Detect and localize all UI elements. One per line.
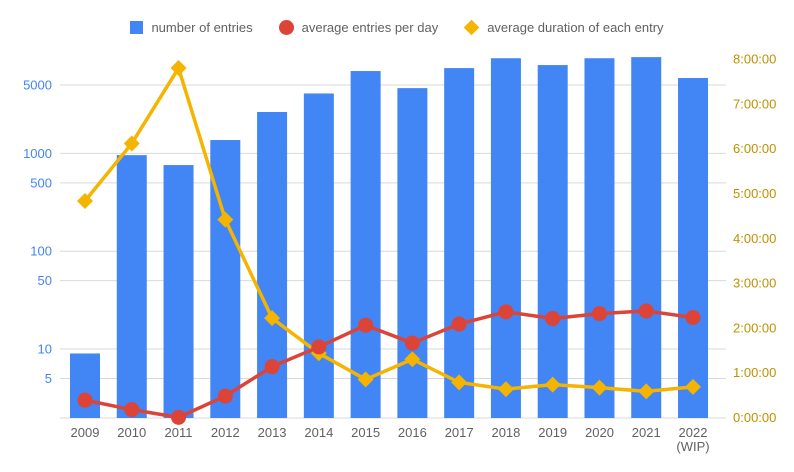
x-axis-tick-label: 2009 [71,425,100,440]
avg-entries-line [84,309,694,420]
duration-point-2018[interactable] [497,381,514,398]
right-axis-tick-label: 7:00:00 [733,96,776,111]
legend-item-average-entries-per-day[interactable]: average entries per day [278,20,439,35]
bar-series-swatch-icon [130,21,144,34]
duration-point-2021[interactable] [638,383,655,400]
duration-point-2010[interactable] [123,135,140,152]
duration-point-2015[interactable] [357,371,374,388]
bar-2016[interactable] [397,88,428,418]
duration-point-2011[interactable] [170,60,187,77]
x-axis-tick-label: 2019 [538,425,567,440]
bar-2011[interactable] [163,165,194,418]
circle-series-swatch-icon [278,20,294,35]
x-axis-tick-label: 2014 [304,425,333,440]
avg-entries-point-2012[interactable] [217,388,233,404]
left-axis-tick-label: 5000 [23,78,52,93]
x-axis-tick-label: 2021 [632,425,661,440]
duration-point-2022[interactable] [685,378,702,395]
bar-2022[interactable] [678,78,709,418]
avg-entries-point-2018[interactable] [498,304,514,320]
x-axis-tick-label: 2010 [117,425,146,440]
x-axis-tick-label: 2015 [351,425,380,440]
diamond-series-swatch-icon [463,19,480,36]
x-axis-tick-label: 2016 [398,425,427,440]
left-axis-tick-label: 50 [38,273,52,288]
avg-entries-point-2020[interactable] [591,306,607,322]
duration-line [83,66,694,394]
x-axis-tick-label: 2011 [165,425,193,440]
right-axis-tick-label: 6:00:00 [733,141,776,156]
left-axis-tick-label: 1000 [23,146,52,161]
right-axis-tick-label: 5:00:00 [733,186,776,201]
avg-entries-point-2015[interactable] [358,317,374,333]
x-axis-tick-label: 2017 [445,425,474,440]
avg-entries-point-2009[interactable] [77,392,93,408]
legend-item-average-duration[interactable]: average duration of each entry [463,19,664,36]
left-axis-tick-label: 100 [30,244,52,259]
x-axis-tick-label: 2012 [211,425,240,440]
duration-point-2020[interactable] [591,379,608,396]
duration-point-2012[interactable] [217,211,234,228]
bar-2017[interactable] [444,68,475,418]
avg-entries-point-2016[interactable] [404,335,420,351]
avg-entries-point-2019[interactable] [545,311,561,327]
duration-point-2009[interactable] [77,192,93,209]
avg-entries-point-2010[interactable] [124,402,140,418]
right-axis-tick-label: 1:00:00 [733,365,776,380]
right-axis-tick-label: 4:00:00 [733,231,776,246]
duration-point-2013[interactable] [264,310,281,327]
left-axis-tick-label: 10 [38,342,52,357]
legend-label: average duration of each entry [487,20,664,35]
x-axis-tick-label: 2013 [258,425,287,440]
bar-2021[interactable] [631,57,662,419]
duration-point-2017[interactable] [451,374,468,391]
bar-2018[interactable] [490,58,521,419]
avg-entries-point-2017[interactable] [451,316,467,332]
x-axis-tick-label: 2020 [585,425,614,440]
bar-2020[interactable] [584,58,615,419]
avg-entries-point-2014[interactable] [311,339,327,355]
x-axis-tick-label: 2018 [491,425,520,440]
legend-label: average entries per day [301,20,439,35]
legend-item-number-of-entries[interactable]: number of entries [130,20,253,35]
avg-entries-point-2013[interactable] [264,359,280,375]
bar-2009[interactable] [70,353,100,418]
bar-2015[interactable] [350,71,381,418]
bar-2010[interactable] [116,155,147,418]
left-axis-tick-label: 500 [30,175,52,190]
bar-2014[interactable] [303,93,334,419]
left-axis-tick-label: 5 [45,371,52,386]
duration-point-2019[interactable] [544,376,561,393]
bar-2019[interactable] [537,65,568,419]
avg-entries-point-2011[interactable] [171,409,187,425]
chart-legend: number of entries average entries per da… [0,19,794,36]
avg-entries-point-2022[interactable] [685,309,701,325]
legend-label: number of entries [151,20,253,35]
avg-entries-point-2021[interactable] [638,303,654,319]
duration-point-2016[interactable] [404,351,421,368]
right-axis-tick-label: 8:00:00 [733,52,776,67]
x-axis-tick-label: 2022 (WIP) [676,425,709,454]
right-axis-tick-label: 0:00:00 [733,410,776,425]
right-axis-tick-label: 2:00:00 [733,320,776,335]
right-axis-tick-label: 3:00:00 [733,276,776,291]
